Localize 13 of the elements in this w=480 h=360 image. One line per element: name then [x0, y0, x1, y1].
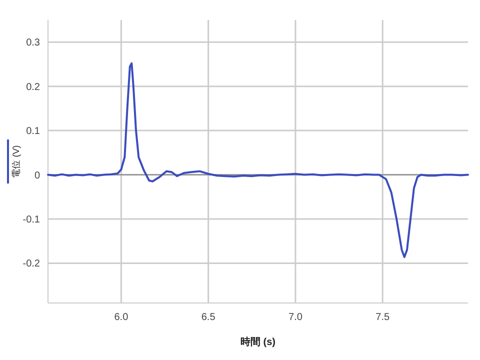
y-tick-label: 0 [34, 170, 40, 182]
line-series [47, 62, 469, 258]
x-tick-label: 7.0 [288, 312, 303, 323]
y-tick-label: 0.2 [26, 82, 40, 93]
y-tick-label: 0.1 [26, 126, 40, 138]
y-tick-label: -0.2 [22, 258, 40, 270]
x-tick-label: 6.0 [114, 312, 129, 323]
x-axis-title: 時間 (s) [240, 336, 276, 348]
text: 電位 (V) [11, 145, 21, 178]
x-tick-label: 7.5 [376, 312, 390, 323]
y-tick-label: 0.3 [26, 38, 40, 49]
y-tick-label: -0.1 [22, 214, 40, 226]
x-tick-label: 6.5 [201, 312, 216, 323]
